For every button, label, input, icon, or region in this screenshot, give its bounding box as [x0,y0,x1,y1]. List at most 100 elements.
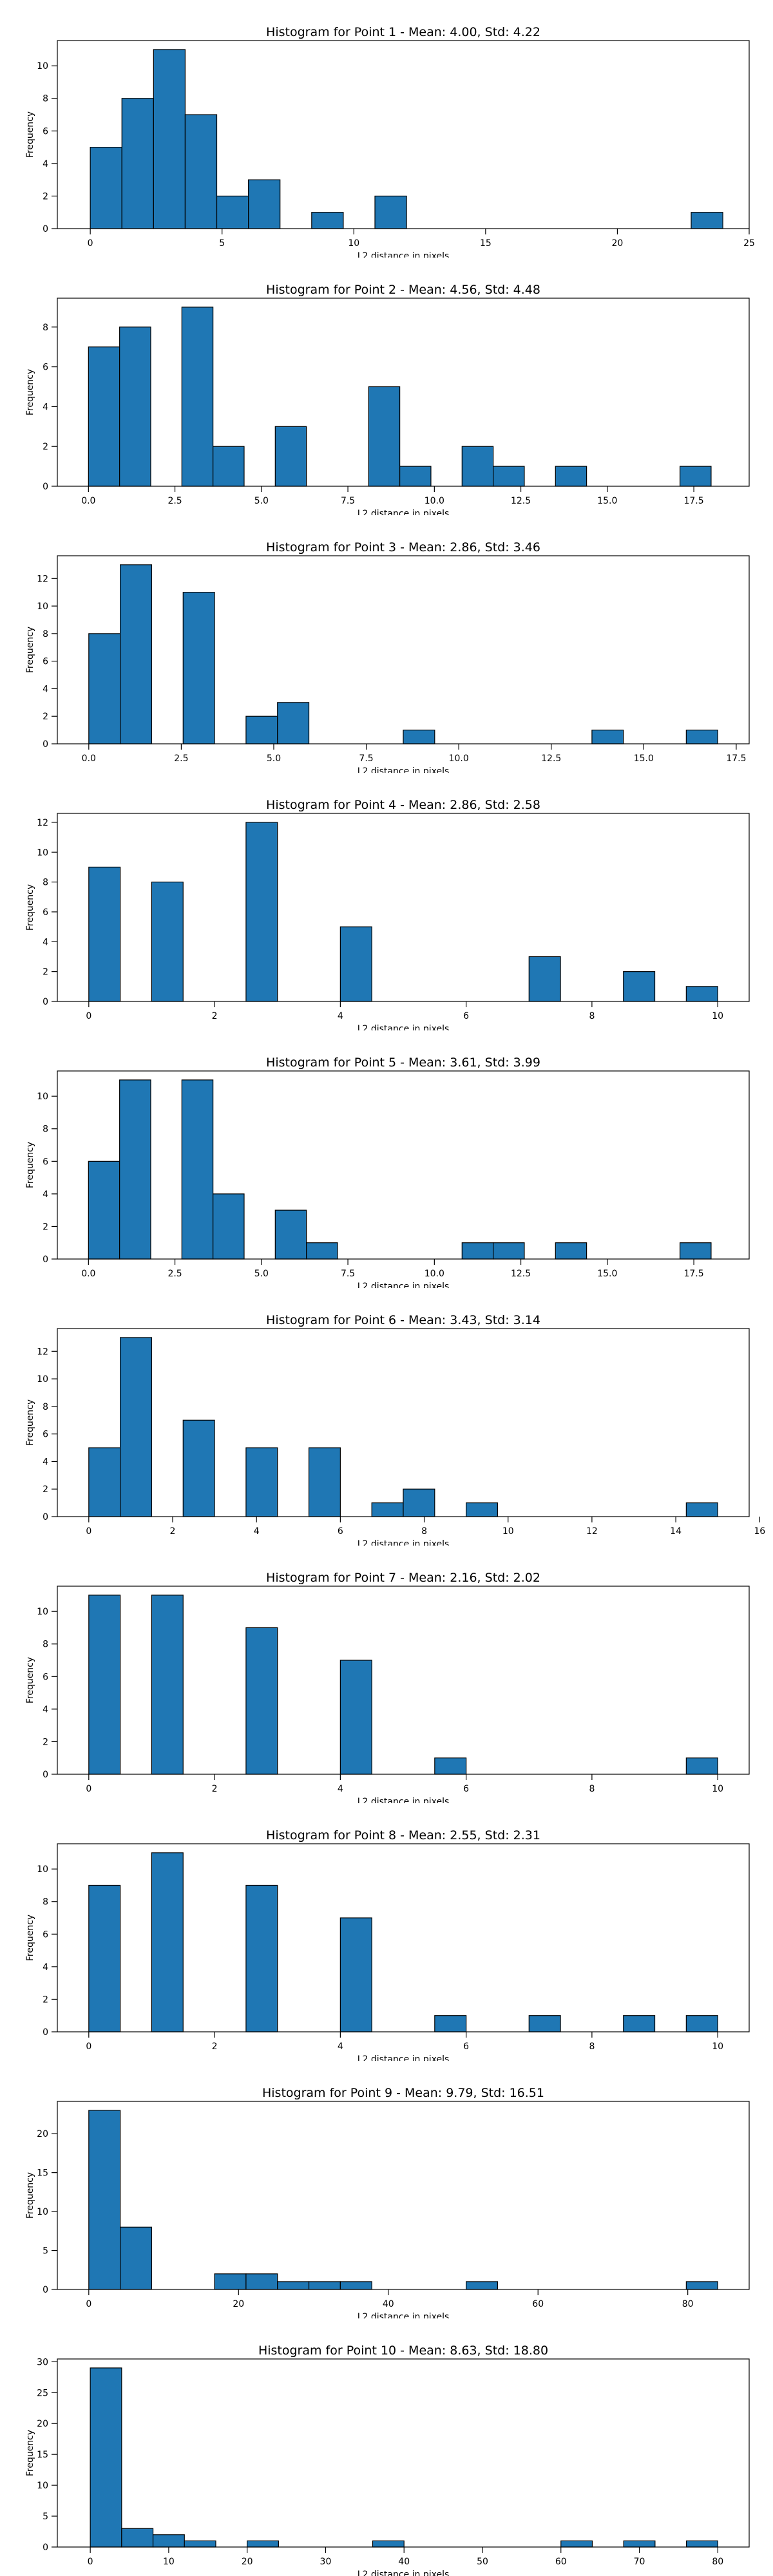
x-tick-label: 2.5 [167,1269,182,1279]
histogram-bar [371,1502,404,1517]
x-tick-label: 20 [242,2557,253,2567]
histogram-bar [685,1502,718,1517]
histogram-bar [528,956,561,1002]
chart-title: Histogram for Point 4 - Mean: 2.86, Std:… [266,798,540,812]
x-tick-label: 10 [348,238,359,249]
histogram-bar [88,2110,121,2290]
y-axis-label: Frequency [25,2430,35,2476]
x-tick-label: 6 [463,2041,469,2052]
histogram-bar [121,98,154,229]
y-tick-label: 0 [43,2285,48,2295]
x-tick-label: 15.0 [634,753,654,764]
x-tick-label: 30 [320,2557,332,2567]
histogram-bar [528,2015,561,2032]
x-tick-label: 5.0 [254,496,269,506]
histogram-bars [88,307,712,487]
y-tick-label: 12 [37,574,48,584]
histogram-chart-1: Histogram for Point 1 - Mean: 4.00, Std:… [25,25,755,258]
histogram-bar [685,2015,718,2032]
x-tick-label: 10.0 [425,1269,444,1279]
x-tick-label: 10 [163,2557,175,2567]
plot-frame [57,1328,750,1517]
histogram-chart-2: Histogram for Point 2 - Mean: 4.56, Std:… [25,283,750,515]
y-tick-label: 10 [37,2207,48,2217]
y-tick-label: 2 [43,1222,48,1232]
x-tick-label: 6 [338,1526,343,1537]
x-tick-label: 4 [338,1011,343,1021]
chart-title: Histogram for Point 1 - Mean: 4.00, Std:… [266,25,540,39]
x-tick-label: 80 [682,2299,694,2309]
y-tick-label: 0 [43,482,48,492]
x-tick-label: 8 [589,1011,595,1021]
y-axis: 0 2 4 6 8 10 12 [37,1347,57,1522]
histogram-bar [493,1242,525,1260]
y-tick-label: 0 [43,1255,48,1265]
x-tick-label: 0.0 [82,753,96,764]
y-tick-label: 4 [43,684,48,694]
histogram-bar [88,1595,121,1775]
x-axis: 0.0 2.5 5.0 7.5 10.0 12.5 15.0 17.5 [81,486,704,506]
histogram-panel-6: Histogram for Point 6 - Mean: 3.43, Std:… [0,1288,773,1546]
histogram-panel-10: Histogram for Point 10 - Mean: 8.63, Std… [0,2318,773,2576]
histogram-chart-5: Histogram for Point 5 - Mean: 3.61, Std:… [25,1056,750,1288]
histogram-bar [374,195,407,229]
y-tick-label: 6 [43,657,48,667]
histogram-bar [181,1079,214,1260]
y-axis: 0 2 4 6 8 10 [37,61,57,234]
x-tick-label: 17.5 [683,1269,703,1279]
y-tick-label: 6 [43,1157,48,1167]
chart-title: Histogram for Point 3 - Mean: 2.86, Std:… [266,540,540,554]
x-tick-label: 15 [480,238,491,249]
y-tick-label: 20 [37,2419,48,2429]
histogram-bar [434,1757,467,1775]
histogram-bar [277,2281,310,2290]
x-tick-label: 0.0 [81,1269,95,1279]
histogram-panel-5: Histogram for Point 5 - Mean: 3.61, Std:… [0,1030,773,1288]
y-tick-label: 10 [37,1092,48,1102]
y-tick-label: 30 [37,2357,48,2367]
plot-frame [57,555,750,744]
x-axis: 0.0 2.5 5.0 7.5 10.0 12.5 15.0 17.5 [82,744,746,764]
y-axis: 0 5 10 15 20 25 30 [37,2357,57,2553]
histogram-chart-4: Histogram for Point 4 - Mean: 2.86, Std:… [25,798,750,1030]
histogram-bar [119,1079,151,1260]
x-axis: 0 2 4 6 8 10 [86,1001,723,1021]
histogram-panel-7: Histogram for Point 7 - Mean: 2.16, Std:… [0,1546,773,1803]
y-axis-label: Frequency [25,884,35,931]
histogram-bar [311,212,344,229]
y-tick-label: 8 [43,323,48,333]
y-tick-label: 0 [43,1770,48,1780]
x-axis-label: L2 distance in pixels [358,2570,450,2576]
plot-frame [57,298,750,487]
y-tick-label: 12 [37,1347,48,1357]
y-tick-label: 2 [43,191,48,202]
histogram-bar [153,49,186,229]
histogram-bar [245,1884,278,2032]
histogram-bar [685,986,718,1002]
y-tick-label: 6 [43,126,48,137]
y-axis-label: Frequency [25,1399,35,1446]
histogram-bar [555,1242,587,1260]
y-tick-label: 10 [37,1864,48,1875]
y-axis: 0 5 10 15 20 [37,2129,57,2295]
histogram-bars [88,1337,718,1517]
x-tick-label: 15.0 [597,496,617,506]
histogram-bar [591,730,624,744]
y-tick-label: 0 [43,2027,48,2038]
x-tick-label: 0 [86,1526,91,1537]
x-tick-label: 50 [477,2557,488,2567]
x-tick-label: 20 [612,238,624,249]
x-tick-label: 0 [86,1784,91,1794]
x-tick-label: 4 [338,1784,343,1794]
x-tick-label: 8 [421,1526,427,1537]
y-tick-label: 25 [37,2388,48,2398]
x-tick-label: 7.5 [341,496,355,506]
y-axis-label: Frequency [25,627,35,673]
y-tick-label: 2 [43,1484,48,1495]
histogram-bar [120,564,153,744]
x-tick-label: 5 [219,238,225,249]
x-tick-label: 40 [398,2557,410,2567]
histogram-bar [245,2273,278,2290]
y-tick-label: 12 [37,818,48,828]
x-tick-label: 0 [88,2557,93,2567]
